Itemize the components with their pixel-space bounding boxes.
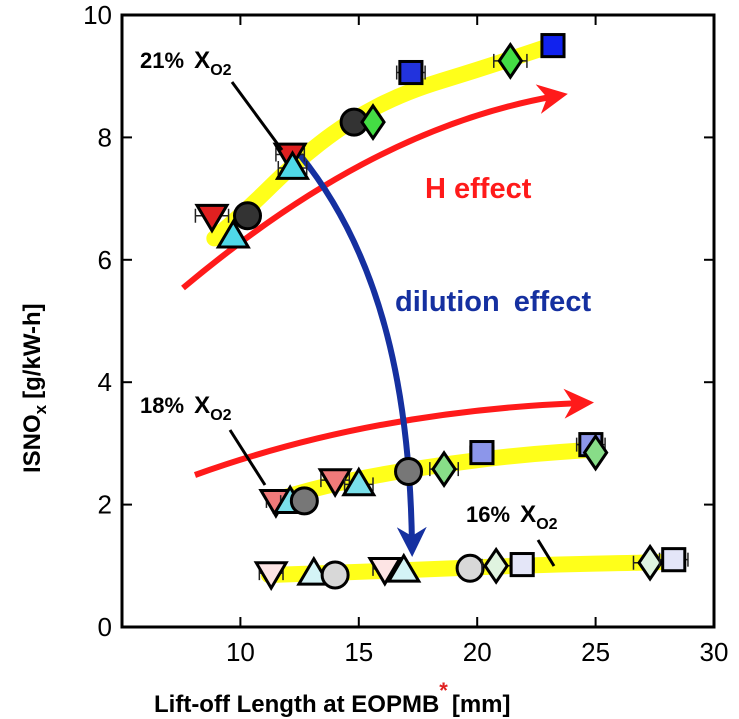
group-label-16-pct: 16% [466,502,510,527]
ticks-layer: 10 15 20 25 30 0 2 4 6 8 10 [83,0,728,667]
point-2-2-circle [320,560,350,590]
point-2-2-circle-mark [320,560,350,590]
group-label-16-sub: O2 [536,516,557,533]
group-label-18-leader [228,429,267,486]
y-axis-title-unit: [g/kW-h] [19,303,46,398]
group-label-21: 21% XO2 [140,47,284,151]
point-1-7-square [469,440,495,466]
point-1-2-circle [289,486,319,516]
point-0-2-circle-mark [233,201,263,231]
y-axis-title-sub: x [31,404,50,414]
point-2-5-circle [455,553,485,583]
point-1-5-circle [394,457,424,487]
trend-band-0 [206,37,559,247]
y-tick-label-6: 6 [98,245,112,275]
arrow-layer [181,84,594,557]
x-axis-title: Lift-off Length at EOPMB*[mm] [154,678,511,718]
point-2-9-square-mark [661,547,687,573]
svg-text:18% XO2: 18% XO2 [140,392,232,424]
point-0-2-circle [233,201,263,231]
group-label-21-pct: 21% [140,48,184,73]
h-effect-label: H effect [425,173,532,205]
point-1-5-circle-mark [394,457,424,487]
point-0-8-diamond-mark [497,41,524,80]
point-1-4-tri-up [341,466,377,497]
x-axis-title-unit: [mm] [452,691,511,718]
group-label-16: 16% XO2 [466,501,558,567]
x-axis-title-main: Lift-off Length at EOPMB [154,691,439,718]
y-axis-title-main: ISNO [19,414,46,473]
point-2-0-tri-down-mark [253,561,289,592]
point-2-8-diamond-mark [637,543,663,582]
svg-text:21% XO2: 21% XO2 [140,47,232,79]
x-tick-label-10: 10 [226,637,255,667]
point-2-5-circle-mark [455,553,485,583]
dilution-effect-arrow [297,153,427,557]
point-1-2-circle-mark [289,486,319,516]
point-0-6-diamond-mark [360,103,386,142]
point-2-6-diamond [481,546,512,585]
group-label-18-sym: X [194,392,210,419]
y-tick-label-2: 2 [98,490,112,520]
point-0-0-tri-down-mark [194,203,230,234]
point-2-7-square [509,552,535,578]
point-0-7-square-mark [398,59,424,86]
point-0-4-tri-up [274,150,311,180]
point-2-6-diamond-mark [483,546,510,585]
points-layer [194,33,689,592]
x-tick-label-25: 25 [581,637,610,667]
point-0-7-square [395,59,426,86]
point-0-9-square-mark [540,33,566,59]
group-label-16-sym: X [520,501,536,528]
group-label-21-sub: O2 [210,62,231,79]
point-2-4-tri-up [386,552,422,583]
point-0-6-diamond [360,103,386,142]
point-0-1-tri-up-mark [215,218,251,249]
group-label-21-leader [230,81,284,151]
point-0-8-diamond [493,41,528,80]
point-2-8-diamond [632,543,668,582]
dilution-effect-label: dilution effect [395,286,591,318]
point-2-3-tri-down-mark [367,556,403,587]
point-1-9-diamond-mark [582,433,609,472]
y-tick-label-4: 4 [98,367,112,397]
y-tick-label-8: 8 [98,122,112,152]
point-1-3-tri-down-mark [317,468,353,499]
x-tick-label-15: 15 [344,637,373,667]
x-axis-title-marker: * [439,678,448,703]
point-2-4-tri-up-mark [386,552,422,583]
group-label-16-leader [536,539,556,567]
point-2-0-tri-down [253,561,289,592]
group-label-18-pct: 18% [140,393,184,418]
point-1-4-tri-up-mark [341,466,377,497]
group-label-18: 18% XO2 [140,392,267,486]
point-0-4-tri-up-mark [274,150,311,180]
point-0-0-tri-down [194,203,230,234]
point-1-9-diamond [582,433,609,472]
y-tick-label-0: 0 [98,612,112,642]
group-label-21-sym: X [194,47,210,74]
h-effect-arrow-upper [181,84,568,291]
x-tick-label-30: 30 [700,637,729,667]
y-tick-label-10: 10 [83,0,112,30]
point-2-9-square [658,547,689,573]
group-label-18-sub: O2 [210,407,231,424]
point-0-1-tri-up [215,218,251,249]
x-tick-label-20: 20 [463,637,492,667]
point-1-7-square-mark [469,440,495,466]
point-1-6-diamond-mark [431,450,457,489]
point-1-6-diamond [429,450,460,489]
h-effect-arrow-lower [193,388,594,478]
plot-frame [120,13,716,629]
y-axis-title: ISNOx [g/kW-h] [19,303,50,473]
svg-text:16% XO2: 16% XO2 [466,501,558,533]
point-2-7-square-mark [509,552,535,578]
point-0-9-square [540,33,566,59]
